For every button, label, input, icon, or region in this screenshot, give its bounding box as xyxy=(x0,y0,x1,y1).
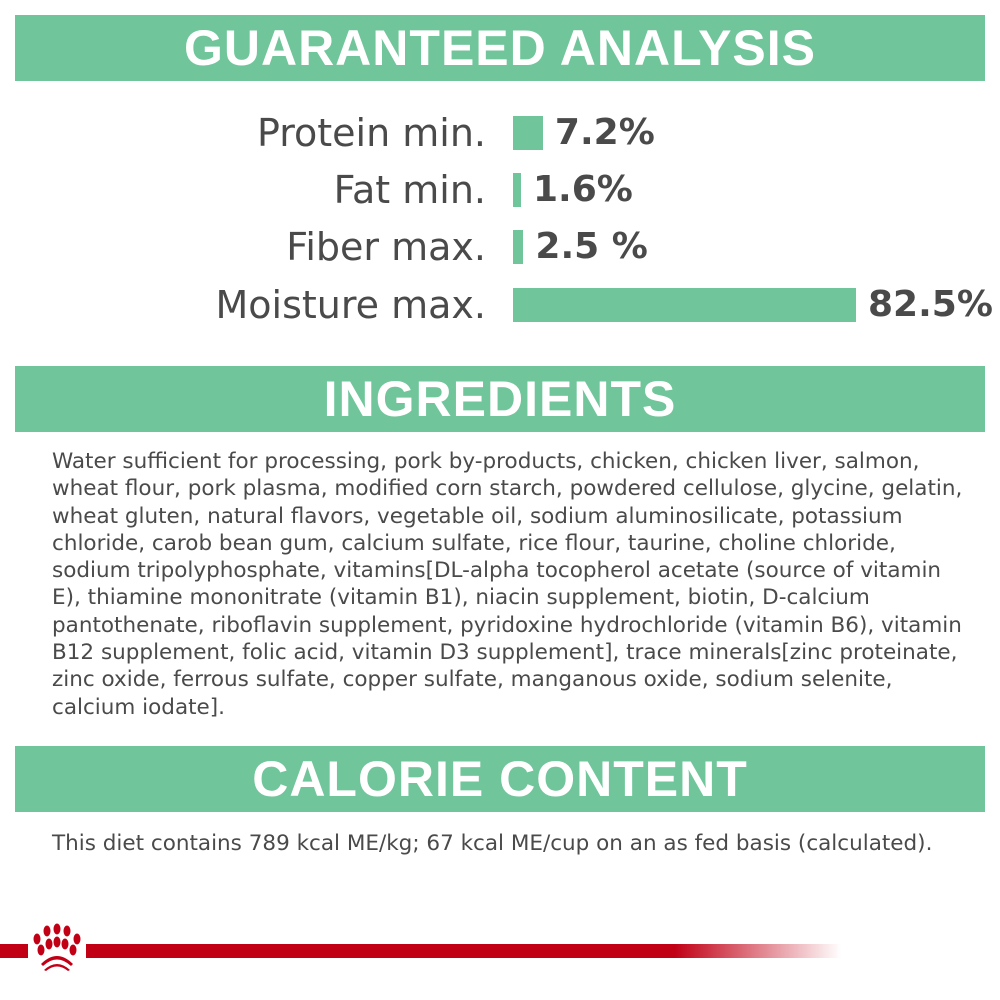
analysis-row: Fiber max. 2.5 % xyxy=(0,222,1000,272)
nutrient-value: 1.6% xyxy=(533,169,633,210)
nutrient-value: 82.5% xyxy=(868,284,993,325)
nutrient-bar xyxy=(513,116,543,150)
nutrient-bar xyxy=(513,230,524,264)
nutrient-value: 7.2% xyxy=(554,112,655,153)
nutrient-label: Moisture max. xyxy=(215,283,487,327)
nutrient-label: Fat min. xyxy=(333,168,486,212)
brand-line-right xyxy=(86,944,841,958)
royal-canin-crown-logo xyxy=(33,923,81,971)
guaranteed-analysis-header: GUARANTEED ANALYSIS xyxy=(15,15,985,81)
analysis-row: Protein min. 7.2% xyxy=(0,108,1000,158)
analysis-row: Moisture max. 82.5% xyxy=(0,280,1000,330)
brand-line-left xyxy=(0,944,28,958)
analysis-row: Fat min. 1.6% xyxy=(0,165,1000,215)
ingredients-header: INGREDIENTS xyxy=(15,366,985,432)
nutrient-label: Fiber max. xyxy=(286,225,486,269)
nutrient-bar xyxy=(513,173,521,207)
calorie-content-header: CALORIE CONTENT xyxy=(15,746,985,812)
nutrient-value: 2.5 % xyxy=(535,226,648,267)
nutrient-label: Protein min. xyxy=(256,111,486,155)
ingredients-text: Water sufficient for processing, pork by… xyxy=(52,449,963,720)
nutrient-bar xyxy=(513,288,856,322)
calorie-content-text: This diet contains 789 kcal ME/kg; 67 kc… xyxy=(52,831,933,856)
